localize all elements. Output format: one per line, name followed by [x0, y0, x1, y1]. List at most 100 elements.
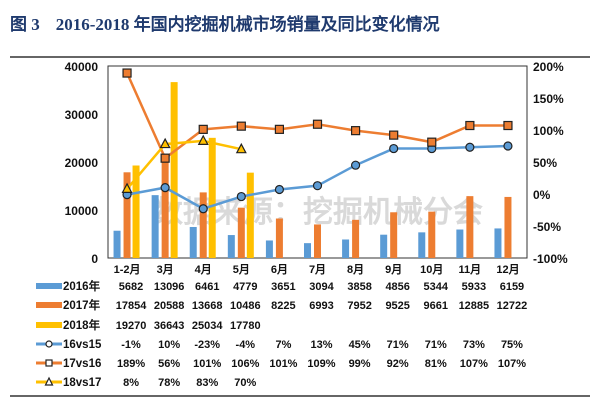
point-17vs16: [389, 130, 399, 140]
point-17vs16: [198, 124, 208, 134]
bottom-rule: [10, 395, 590, 397]
table-cell: 3094: [309, 281, 334, 293]
chart-title: 图 3 2016-2018 年国内挖掘机械市场销量及同比变化情况: [10, 10, 440, 35]
point-16vs15: [198, 204, 208, 214]
table-cell: 13096: [154, 281, 185, 293]
bar-2016年: [151, 195, 159, 258]
table-cell: 71%: [425, 339, 447, 351]
table-cell: 109%: [307, 358, 335, 370]
table-cell: 12722: [497, 300, 528, 312]
table-cell: 25034: [192, 320, 223, 332]
bar-2016年: [189, 226, 197, 258]
bar-2016年: [380, 234, 388, 258]
bar-2016年: [418, 232, 426, 258]
bar-2016年: [227, 235, 235, 258]
table-cell: -4%: [236, 339, 256, 351]
title-text: 2016-2018 年国内挖掘机械市场销量及同比变化情况: [55, 15, 440, 34]
point-16vs15: [160, 183, 170, 193]
right-axis-tick: 50%: [533, 156, 557, 170]
table-cell: 5933: [462, 281, 486, 293]
row-label: 2016年: [63, 279, 101, 293]
table-row: 17vs16 189% 56% 101% 106% 101% 109% 99% 92% 81% 10…: [36, 358, 526, 370]
table-cell: 17854: [116, 300, 147, 312]
table-cell: 3651: [271, 281, 295, 293]
table-cell: 10%: [158, 339, 180, 351]
bar-2016年: [265, 240, 273, 258]
right-axis-tick: 100%: [533, 124, 564, 138]
table-row: 18vs17 8% 78% 83% 70%: [36, 376, 257, 389]
point-16vs15: [465, 142, 475, 152]
category-label: 11月: [459, 263, 482, 276]
row-label: 2018年: [63, 318, 101, 332]
bar-2016年: [456, 229, 464, 258]
right-axis-tick: 150%: [533, 92, 564, 106]
bar-2017年: [428, 211, 436, 258]
bar-2016年: [113, 230, 121, 258]
right-axis-tick: -50%: [533, 220, 561, 234]
line-17vs16: [125, 72, 508, 161]
bar-2017年: [199, 192, 207, 258]
right-axis-tick: -100%: [533, 252, 568, 266]
legend-swatch: [36, 283, 62, 289]
table-cell: 107%: [460, 358, 488, 370]
left-axis-tick: 30000: [65, 108, 99, 122]
table-cell: 101%: [269, 358, 297, 370]
table-cell: 8225: [271, 300, 295, 312]
bar-2016年: [342, 239, 350, 258]
point-16vs15: [503, 141, 513, 151]
table-cell: 3858: [347, 281, 371, 293]
table-cell: 75%: [501, 339, 523, 351]
bar-2017年: [237, 207, 245, 258]
table-cell: 10486: [230, 300, 261, 312]
category-label: 10月: [420, 263, 443, 276]
point-16vs15: [274, 184, 285, 195]
bar-2016年: [304, 243, 311, 258]
table-cell: 7952: [347, 300, 371, 312]
table-cell: 9525: [385, 300, 409, 312]
point-16vs15: [312, 181, 323, 191]
table-cell: 17780: [230, 320, 261, 332]
table-cell: 56%: [158, 358, 180, 370]
bar-2017年: [504, 196, 512, 258]
category-label: 4月: [195, 263, 212, 276]
point-17vs16: [122, 68, 132, 78]
table-cell: 6461: [195, 281, 219, 293]
table-cell: 19270: [116, 320, 147, 332]
table-cell: 9661: [424, 300, 448, 312]
point-17vs16: [274, 124, 285, 134]
table-cell: 5682: [119, 281, 143, 293]
table-cell: 189%: [117, 358, 145, 370]
table-cell: 99%: [349, 358, 371, 370]
table-cell: 45%: [349, 339, 371, 351]
category-label: 3月: [157, 263, 174, 276]
point-18vs17: [197, 134, 209, 145]
bar-2017年: [466, 196, 474, 258]
point-17vs16: [465, 120, 475, 131]
point-17vs16: [503, 120, 513, 131]
point-16vs15: [236, 191, 246, 202]
bar-2017年: [352, 219, 360, 258]
figure-number: 图 3: [10, 15, 40, 34]
table-cell: -1%: [121, 339, 141, 351]
table-cell: 6993: [309, 300, 333, 312]
table-cell: 12885: [459, 300, 490, 312]
table-cell: 70%: [234, 377, 256, 389]
category-label: 5月: [233, 263, 250, 276]
square-marker-icon: [45, 359, 53, 367]
point-17vs16: [427, 137, 437, 147]
table-cell: 83%: [196, 377, 218, 389]
bar-2017年: [123, 172, 131, 258]
table-row: 2016年 5682 13096 6461 4779 3651 3094 3858 4856 53…: [36, 279, 524, 293]
category-label: 12月: [496, 263, 519, 276]
triangle-marker-icon: [44, 376, 54, 386]
category-label: 8月: [347, 263, 364, 276]
left-axis-tick: 40000: [65, 60, 99, 74]
left-axis-tick: 10000: [65, 204, 99, 218]
watermark: 数据来源：挖掘机械分会: [153, 195, 483, 229]
point-17vs16: [236, 121, 246, 131]
top-rule: [10, 56, 590, 58]
table-cell: 4856: [385, 281, 409, 293]
table-cell: 5344: [424, 281, 449, 293]
point-18vs17: [235, 142, 247, 154]
legend-swatch: [36, 322, 62, 328]
